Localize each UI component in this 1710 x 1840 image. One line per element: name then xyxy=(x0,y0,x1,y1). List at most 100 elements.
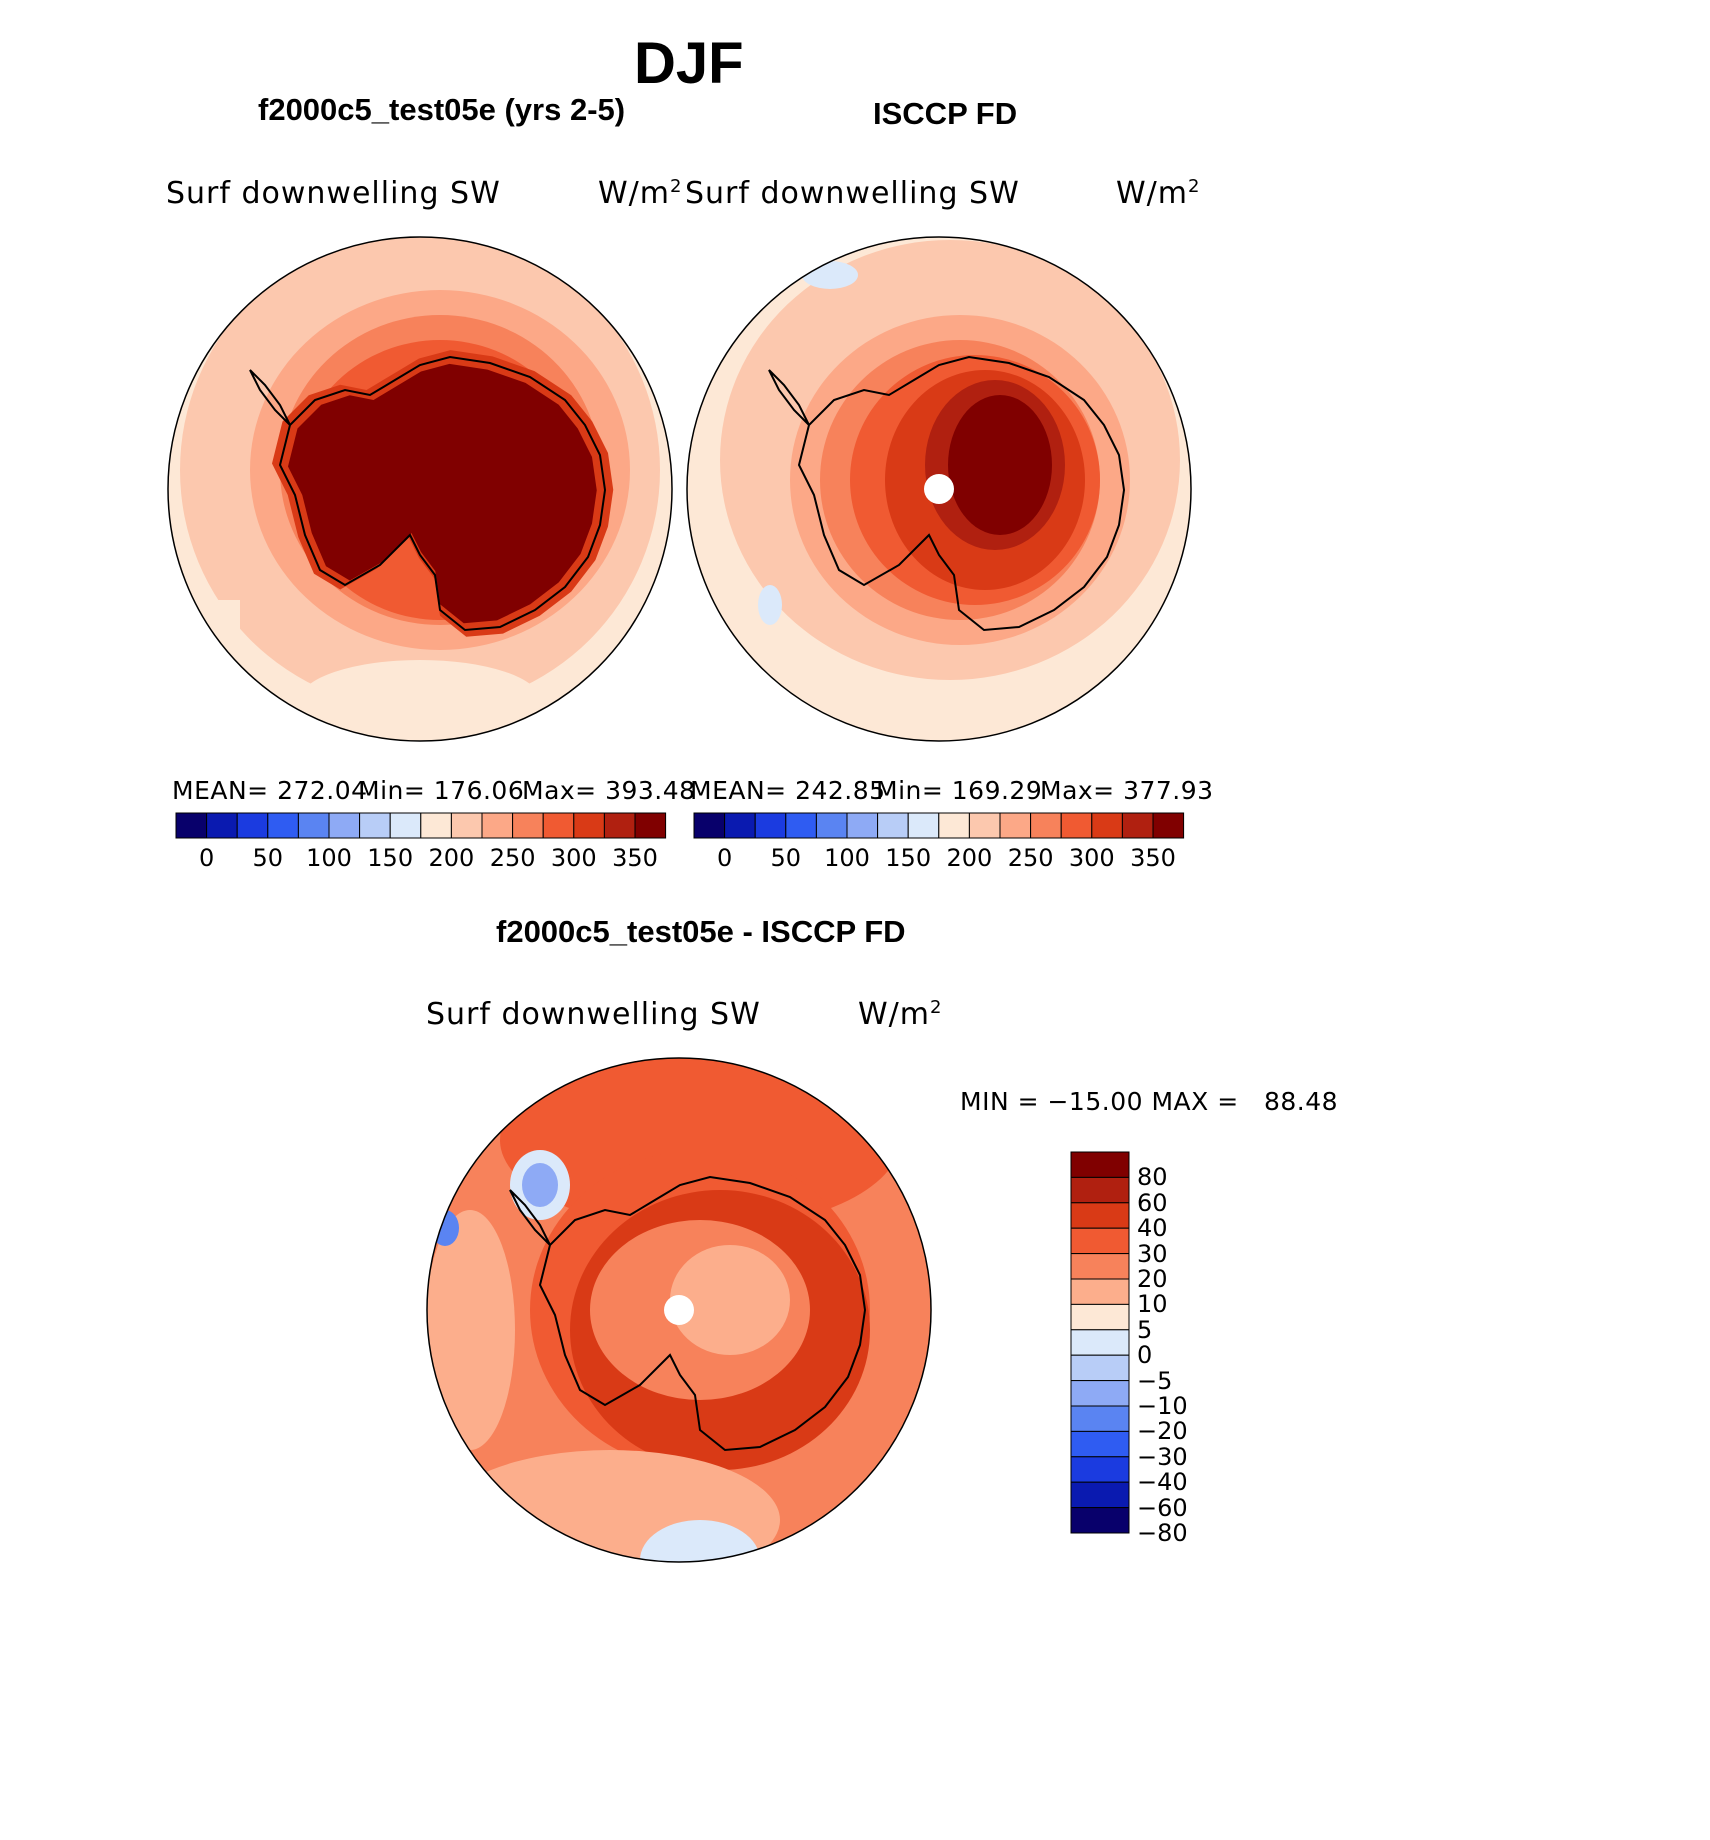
model-colorbar-swatch xyxy=(236,812,269,839)
diff-colorbar-swatch xyxy=(1070,1227,1130,1255)
diff-map-border xyxy=(426,1057,932,1563)
model-colorbar-swatch xyxy=(542,812,575,839)
diff-colorbar-swatch xyxy=(1070,1278,1130,1305)
obs-colorbar-swatch xyxy=(907,812,940,839)
obs-pole-hole xyxy=(924,474,954,504)
model-colorbar-swatch xyxy=(481,812,514,839)
model-variable-label: Surf downwelling SW xyxy=(166,176,501,211)
obs-colorbar-swatch xyxy=(815,812,848,839)
obs-colorbar-swatch xyxy=(1121,812,1154,839)
diff-colorbar-swatch xyxy=(1070,1303,1130,1331)
model-colorbar-tick-label: 100 xyxy=(306,844,352,872)
obs-colorbar-tick-label: 100 xyxy=(824,844,870,872)
obs-colorbar-swatch xyxy=(1060,812,1093,839)
diff-colorbar-swatch xyxy=(1070,1481,1130,1509)
obs-colorbar-tick-label: 300 xyxy=(1068,844,1115,872)
model-colorbar-tick-label: 300 xyxy=(550,844,597,872)
model-colorbar-tick-label: 0 xyxy=(198,844,215,872)
diff-colorbar-tick-label: 0 xyxy=(1137,1341,1153,1370)
diff-colorbar xyxy=(1070,1151,1130,1534)
model-min-stat: Min= 176.06 xyxy=(358,776,525,805)
obs-colorbar-tick-label: 150 xyxy=(885,844,932,872)
model-colorbar-swatch xyxy=(573,812,605,839)
diff-colorbar-swatch xyxy=(1070,1202,1130,1229)
obs-colorbar-swatch xyxy=(693,812,726,839)
obs-colorbar-swatch xyxy=(785,812,817,839)
diff-colorbar-tick-label: 10 xyxy=(1137,1290,1168,1319)
obs-colorbar-swatch xyxy=(877,812,909,839)
diff-colorbar-tick-label: 60 xyxy=(1137,1188,1168,1217)
obs-variable-label: Surf downwelling SW xyxy=(685,176,1020,211)
diff-colorbar-swatch xyxy=(1070,1176,1130,1204)
obs-max-stat: Max= 377.93 xyxy=(1040,776,1214,805)
diff-colorbar-swatch xyxy=(1070,1329,1130,1356)
diff-colorbar-swatch xyxy=(1070,1380,1130,1407)
model-max-stat: Max= 393.48 xyxy=(522,776,696,805)
diff-panel-title: f2000c5_test05e - ISCCP FD xyxy=(496,914,906,949)
obs-mean-stat: MEAN= 242.85 xyxy=(690,776,886,805)
obs-colorbar-swatch xyxy=(724,812,756,839)
diff-colorbar-swatch xyxy=(1070,1151,1130,1178)
diff-colorbar-swatch xyxy=(1070,1430,1130,1458)
diff-units-label: W/m2 xyxy=(858,997,943,1032)
model-units-label: W/m2 xyxy=(598,176,683,211)
diff-variable-label: Surf downwelling SW xyxy=(426,997,761,1032)
diff-pole-hole xyxy=(664,1295,694,1325)
diff-colorbar-swatch xyxy=(1070,1354,1130,1382)
model-colorbar-swatch xyxy=(450,812,483,839)
obs-colorbar-tick-label: 200 xyxy=(946,844,993,872)
model-colorbar-swatch xyxy=(512,812,544,839)
diff-colorbar-tick-label: 20 xyxy=(1137,1265,1168,1293)
obs-colorbar-tick-label: 250 xyxy=(1007,844,1054,872)
obs-colorbar-tick-label: 0 xyxy=(716,844,733,872)
obs-colorbar-swatch xyxy=(1152,812,1185,839)
diff-colorbar-tick-label: −10 xyxy=(1137,1392,1188,1420)
model-colorbar-swatch xyxy=(206,812,238,839)
model-colorbar-tick-label: 200 xyxy=(428,844,475,872)
model-colorbar-tick-label: 50 xyxy=(252,844,284,872)
model-colorbar-swatch xyxy=(420,812,452,839)
model-colorbar-swatch xyxy=(603,812,636,839)
obs-colorbar-tick-label: 50 xyxy=(770,844,802,872)
obs-map-border xyxy=(686,236,1192,742)
diff-colorbar-tick-label: −40 xyxy=(1137,1468,1188,1497)
model-colorbar-swatch xyxy=(359,812,391,839)
model-colorbar-tick-label: 350 xyxy=(612,844,658,872)
diff-colorbar-swatch xyxy=(1070,1253,1130,1280)
obs-min-stat: Min= 169.29 xyxy=(876,776,1043,805)
figure-title: DJF xyxy=(634,31,744,96)
obs-panel-title: ISCCP FD xyxy=(873,96,1018,131)
model-colorbar-tick-label: 150 xyxy=(367,844,414,872)
obs-colorbar-swatch xyxy=(1030,812,1062,839)
diff-colorbar-swatch xyxy=(1070,1405,1130,1432)
obs-colorbar xyxy=(693,812,1185,839)
obs-colorbar-swatch xyxy=(754,812,787,839)
model-panel-title: f2000c5_test05e (yrs 2-5) xyxy=(258,92,626,127)
diff-colorbar-tick-label: 5 xyxy=(1137,1315,1153,1344)
model-colorbar-swatch xyxy=(267,812,299,839)
obs-colorbar-swatch xyxy=(1091,812,1123,839)
diff-colorbar-tick-label: 80 xyxy=(1137,1163,1168,1192)
obs-colorbar-tick-label: 350 xyxy=(1130,844,1176,872)
obs-colorbar-swatch xyxy=(999,812,1032,839)
diff-colorbar-swatch xyxy=(1070,1456,1130,1483)
model-colorbar-swatch xyxy=(389,812,422,839)
model-map xyxy=(168,237,672,741)
diff-colorbar-tick-label: −80 xyxy=(1137,1519,1188,1547)
model-colorbar-swatch xyxy=(328,812,361,839)
obs-colorbar-swatch xyxy=(846,812,879,839)
diff-colorbar-tick-label: −20 xyxy=(1137,1417,1188,1446)
diff-minmax-stat: MIN = −15.00 MAX = 88.48 xyxy=(960,1087,1339,1116)
diff-colorbar-tick-label: 40 xyxy=(1137,1214,1168,1243)
model-colorbar xyxy=(175,812,667,839)
model-colorbar-swatch xyxy=(175,812,208,839)
obs-units-label: W/m2 xyxy=(1116,176,1201,211)
model-mean-stat: MEAN= 272.04 xyxy=(172,776,368,805)
diff-colorbar-tick-label: 30 xyxy=(1137,1239,1168,1268)
model-map-border xyxy=(167,236,673,742)
diff-colorbar-tick-label: −60 xyxy=(1137,1493,1188,1522)
diff-colorbar-swatch xyxy=(1070,1507,1130,1534)
model-colorbar-swatch xyxy=(297,812,330,839)
diff-colorbar-tick-label: −5 xyxy=(1137,1366,1173,1395)
